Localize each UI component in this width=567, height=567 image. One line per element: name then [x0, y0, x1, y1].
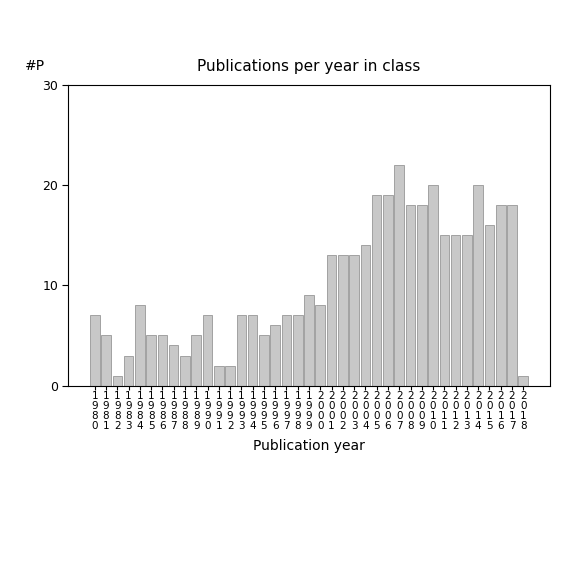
Bar: [270, 325, 280, 386]
Text: #P: #P: [24, 59, 45, 73]
Bar: [304, 295, 314, 386]
Bar: [327, 255, 336, 386]
Bar: [518, 375, 528, 386]
Bar: [338, 255, 348, 386]
Bar: [372, 195, 382, 386]
Bar: [496, 205, 506, 386]
Bar: [203, 315, 212, 386]
Bar: [214, 366, 223, 386]
Bar: [180, 356, 190, 386]
Bar: [315, 306, 325, 386]
Bar: [361, 246, 370, 386]
Bar: [395, 165, 404, 386]
Bar: [225, 366, 235, 386]
Bar: [169, 345, 179, 386]
Bar: [439, 235, 449, 386]
Bar: [236, 315, 246, 386]
Bar: [248, 315, 257, 386]
Bar: [473, 185, 483, 386]
Bar: [507, 205, 517, 386]
Title: Publications per year in class: Publications per year in class: [197, 59, 421, 74]
Bar: [293, 315, 303, 386]
Bar: [462, 235, 472, 386]
Bar: [428, 185, 438, 386]
Bar: [485, 225, 494, 386]
Bar: [101, 336, 111, 386]
Bar: [282, 315, 291, 386]
Bar: [192, 336, 201, 386]
Bar: [135, 306, 145, 386]
Bar: [124, 356, 133, 386]
X-axis label: Publication year: Publication year: [253, 439, 365, 454]
Bar: [349, 255, 359, 386]
Bar: [417, 205, 426, 386]
Bar: [146, 336, 156, 386]
Bar: [158, 336, 167, 386]
Bar: [112, 375, 122, 386]
Bar: [451, 235, 460, 386]
Bar: [406, 205, 415, 386]
Bar: [90, 315, 100, 386]
Bar: [259, 336, 269, 386]
Bar: [383, 195, 393, 386]
